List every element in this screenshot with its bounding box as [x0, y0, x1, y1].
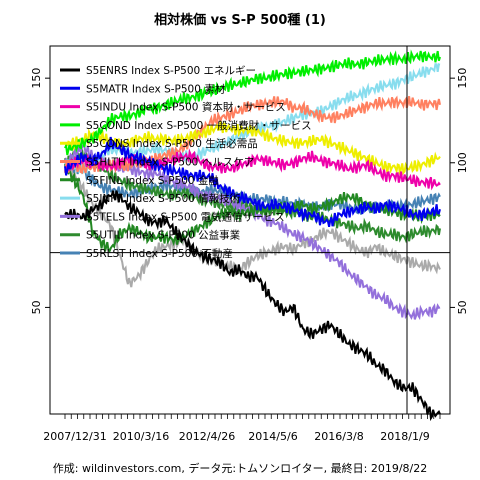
legend-label-8: S5TELS Index S-P500 電気通信サービス	[86, 210, 285, 223]
x-tick-label-5: 2018/1/9	[380, 430, 429, 443]
chart-title: 相対株価 vs S-P 500種 (1)	[154, 12, 326, 28]
legend-label-0: S5ENRS Index S-P500 エネルギー	[86, 65, 256, 77]
y-tick-label-left-2: 150	[30, 68, 43, 89]
chart-caption: 作成: wildinvestors.com, データ元:トムソンロイター, 最終…	[53, 461, 427, 475]
series-layer	[64, 49, 441, 422]
series-line-2	[64, 148, 441, 191]
x-tick-label-4: 2016/3/8	[314, 430, 363, 443]
series-line-1	[64, 136, 441, 228]
series-line-5	[64, 95, 441, 174]
series-line-11	[64, 158, 441, 288]
legend-label-10: S5RLST Index S-P500 不動産	[86, 247, 233, 260]
y-tick-label-left-0: 50	[30, 300, 43, 314]
y-tick-label-right-2: 150	[456, 68, 469, 89]
legend-label-5: S5HLTH Index S-P500 ヘルスケア	[86, 157, 254, 169]
y-tick-label-right-1: 100	[456, 152, 469, 173]
legend-label-7: S5INFT Index S-P500 情報技術	[86, 192, 241, 205]
x-tick-label-0: 2007/12/31	[43, 430, 106, 443]
series-line-3	[64, 49, 441, 156]
plot-frame	[49, 45, 451, 415]
y-tick-label-left-1: 100	[30, 152, 43, 173]
y-tick-label-right-0: 50	[456, 300, 469, 314]
legend: S5ENRS Index S-P500 エネルギー S5MATR Index S-…	[60, 65, 312, 260]
x-tick-label-2: 2012/4/26	[179, 430, 235, 443]
legend-label-4: S5CONS Index S-P500 生活必需品	[86, 137, 258, 150]
series-line-0	[64, 190, 441, 422]
legend-label-6: S5FINL Index S-P500 金融	[86, 174, 219, 187]
axes: 50 50 100 100 150 150 2007/12/31 2010/3/16 2012/…	[30, 68, 469, 443]
legend-label-2: S5INDU Index S-P500 資本財・サービス	[86, 101, 286, 114]
legend-label-9: S5UTIL Index S-P500 公益事業	[86, 229, 241, 242]
x-tick-label-3: 2014/5/6	[248, 430, 297, 443]
reference-lines	[50, 46, 450, 414]
legend-label-3: S5COND Index S-P500 一般消費財・サービス	[86, 119, 312, 132]
series-line-4	[65, 120, 441, 176]
x-tick-label-1: 2010/3/16	[113, 430, 169, 443]
legend-label-1: S5MATR Index S-P500 素材	[86, 82, 226, 95]
